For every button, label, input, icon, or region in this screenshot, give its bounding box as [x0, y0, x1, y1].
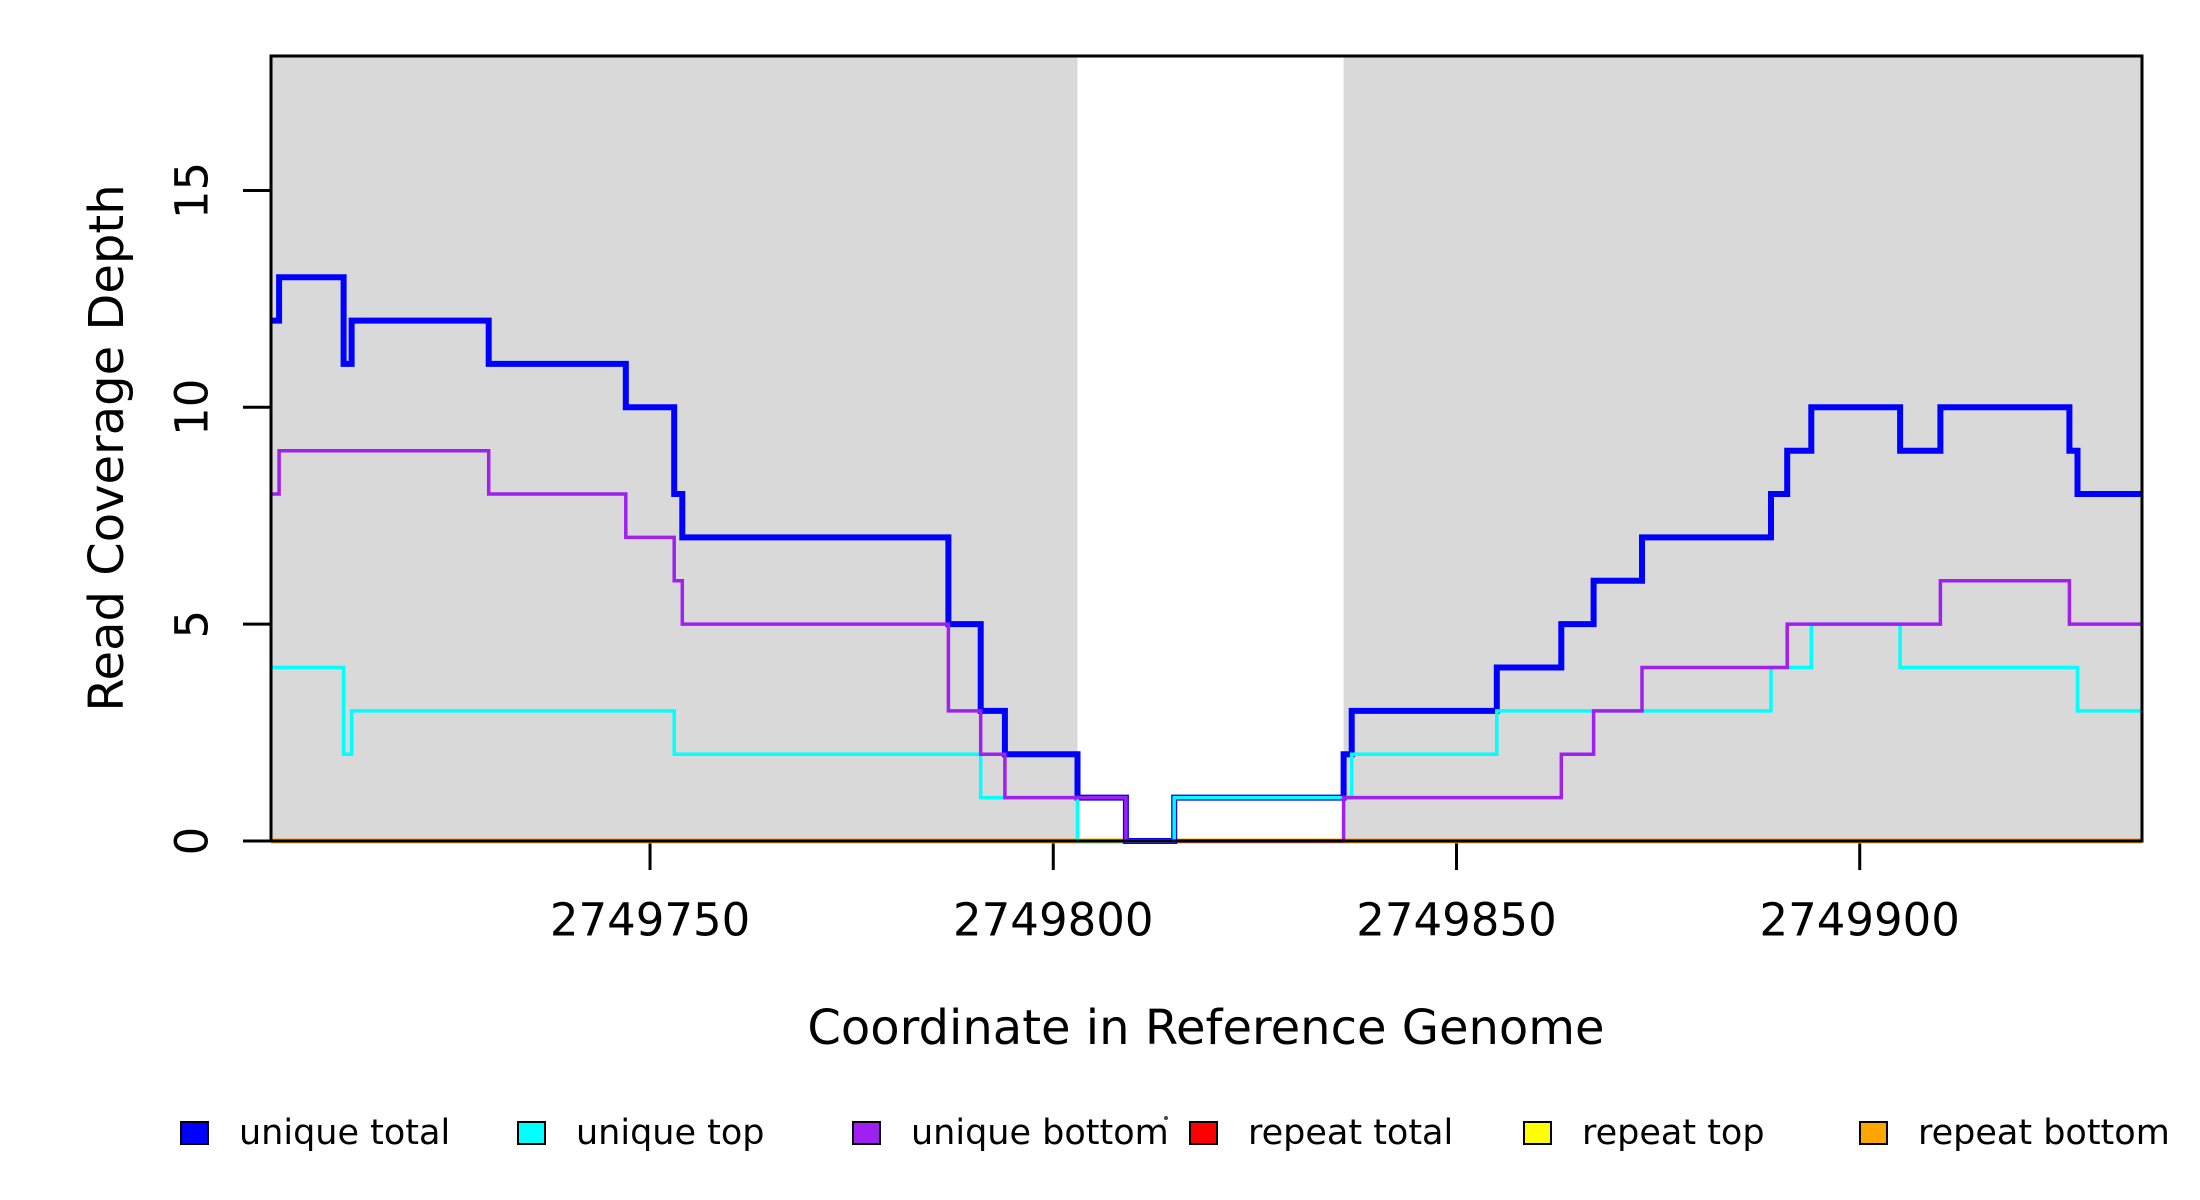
x-axis-title: Coordinate in Reference Genome: [807, 1000, 1605, 1056]
legend-item-repeat-total: repeat total: [1189, 1113, 1453, 1153]
legend-label: repeat total: [1248, 1113, 1454, 1153]
legend-label: repeat bottom: [1918, 1113, 2170, 1153]
legend-item-unique-bottom: unique bottom: [852, 1113, 1169, 1153]
legend-swatch-repeat-top: [1523, 1121, 1552, 1145]
y-axis-title: Read Coverage Depth: [79, 184, 135, 712]
x-tick-label: 2749850: [1356, 894, 1556, 947]
legend-swatch-unique-top: [517, 1121, 546, 1145]
legend-swatch-repeat-bottom: [1859, 1121, 1888, 1145]
y-tick-label: 0: [166, 827, 219, 856]
x-tick-label: 2749750: [550, 894, 750, 947]
legend-swatch-unique-bottom: [852, 1121, 881, 1145]
legend-label: unique top: [576, 1113, 765, 1153]
y-tick-label: 10: [166, 379, 219, 436]
legend-label: unique total: [239, 1113, 451, 1153]
legend-swatch-repeat-total: [1189, 1121, 1218, 1145]
legend-swatch-unique-total: [180, 1121, 209, 1145]
legend-label: unique bottom: [911, 1113, 1169, 1153]
y-tick-label: 15: [166, 162, 219, 219]
legend-item-unique-total: unique total: [180, 1113, 450, 1153]
y-tick-label: 5: [166, 610, 219, 639]
legend-label: repeat top: [1582, 1113, 1765, 1153]
legend-item-repeat-top: repeat top: [1523, 1113, 1765, 1153]
legend-item-unique-top: unique top: [517, 1113, 765, 1153]
series-line-unique-bottom: [271, 448, 2142, 843]
legend-item-repeat-bottom: repeat bottom: [1859, 1113, 2170, 1153]
shaded-region-1: [1343, 56, 2142, 842]
stray-dot: [1164, 1116, 1168, 1120]
x-tick-label: 2749900: [1760, 894, 1960, 947]
x-tick-label: 2749800: [953, 894, 1153, 947]
plot-border: [269, 54, 2144, 843]
